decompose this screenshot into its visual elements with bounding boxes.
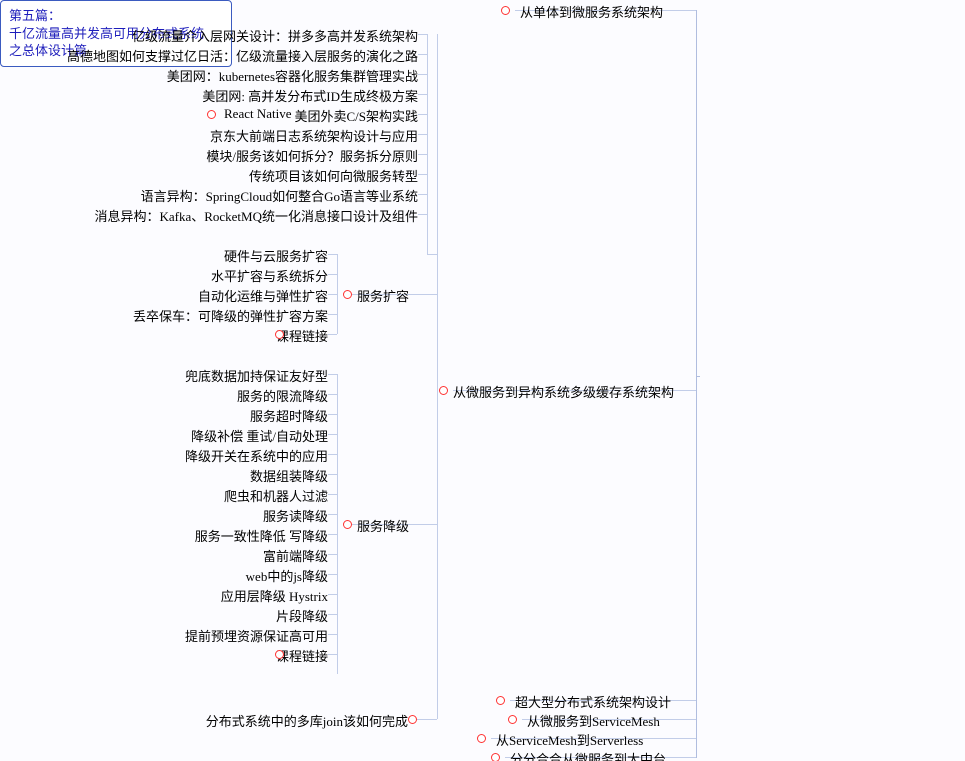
leaf-dot <box>275 330 284 339</box>
branch-dot <box>501 6 510 15</box>
degrade-item-4: 降级开关在系统中的应用 <box>185 446 328 465</box>
scale-item-1: 水平扩容与系统拆分 <box>211 266 328 285</box>
group-dot <box>343 520 352 529</box>
branch-dot <box>496 696 505 705</box>
groupA-item-8: 语言异构：SpringCloud如何整合Go语言等业系统 <box>141 186 418 205</box>
degrade-item-5: 数据组装降级 <box>250 466 328 485</box>
group-dot <box>343 290 352 299</box>
degrade-item-12: 片段降级 <box>276 606 328 625</box>
scale-item-0: 硬件与云服务扩容 <box>224 246 328 265</box>
hub-label: 从微服务到异构系统多级缓存系统架构 <box>453 382 674 401</box>
bottom-branch-1: 从微服务到ServiceMesh <box>527 711 660 730</box>
groupA-item-0: 亿级流量介入层网关设计：拼多多高并发系统架构 <box>132 26 418 45</box>
branch-dot <box>491 753 500 761</box>
group-service-degrade: 服务降级 <box>357 516 409 535</box>
degrade-item-6: 爬虫和机器人过滤 <box>224 486 328 505</box>
branch-dot <box>477 734 486 743</box>
groupA-item-4: 美团外卖C/S架构实践 <box>294 106 418 125</box>
leaf-distributed-join: 分布式系统中的多库join该如何完成 <box>206 711 408 730</box>
branch-monolith-to-micro: 从单体到微服务系统架构 <box>520 2 663 21</box>
degrade-item-3: 降级补偿 重试/自动处理 <box>191 426 328 445</box>
degrade-item-13: 提前预埋资源保证高可用 <box>185 626 328 645</box>
bottom-branch-0: 超大型分布式系统架构设计 <box>515 692 671 711</box>
group-service-scale: 服务扩容 <box>357 286 409 305</box>
degrade-item-11: 应用层降级 Hystrix <box>221 586 328 605</box>
leaf-dot <box>275 650 284 659</box>
groupA-item-2: 美团网：kubernetes容器化服务集群管理实战 <box>167 66 418 85</box>
bottom-branch-2: 从ServiceMesh到Serverless <box>496 730 643 749</box>
hub-dot <box>439 386 448 395</box>
degrade-item-0: 兜底数据加持保证友好型 <box>185 366 328 385</box>
groupA-item-6: 模块/服务该如何拆分？服务拆分原则 <box>206 146 418 165</box>
groupA-extra-4: React Native <box>224 106 292 122</box>
groupA-item-5: 京东大前端日志系统架构设计与应用 <box>210 126 418 145</box>
degrade-item-2: 服务超时降级 <box>250 406 328 425</box>
groupA-item-3: 美团网: 高并发分布式ID生成终极方案 <box>202 86 418 105</box>
branch-dot <box>508 715 517 724</box>
leaf-dot <box>408 715 417 724</box>
groupA-item-1: 高德地图如何支撑过亿日活：亿级流量接入层服务的演化之路 <box>67 46 418 65</box>
degrade-item-1: 服务的限流降级 <box>237 386 328 405</box>
leaf-dot <box>207 110 216 119</box>
scale-item-3: 丢卒保车：可降级的弹性扩容方案 <box>133 306 328 325</box>
groupA-item-7: 传统项目该如何向微服务转型 <box>249 166 418 185</box>
degrade-item-9: 富前端降级 <box>263 546 328 565</box>
degrade-item-10: web中的js降级 <box>246 566 328 585</box>
degrade-item-8: 服务一致性降低 写降级 <box>195 526 328 545</box>
groupA-item-9: 消息异构：Kafka、RocketMQ统一化消息接口设计及组件 <box>94 206 418 225</box>
bottom-branch-3: 分分合合从微服务到大中台 <box>510 749 666 761</box>
scale-item-2: 自动化运维与弹性扩容 <box>198 286 328 305</box>
degrade-item-7: 服务读降级 <box>263 506 328 525</box>
